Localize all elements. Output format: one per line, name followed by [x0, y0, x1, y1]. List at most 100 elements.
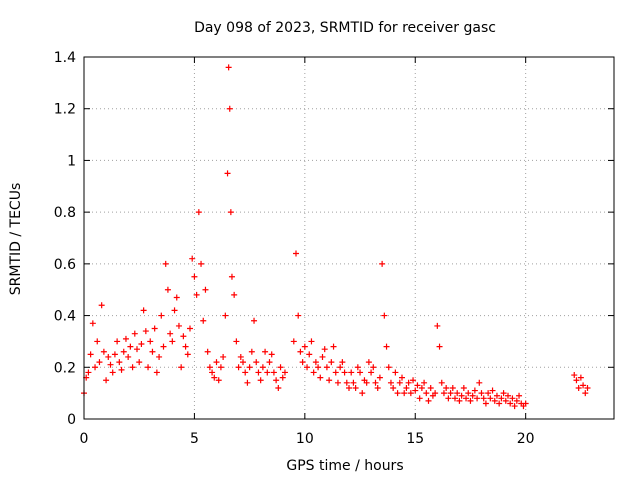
data-point — [158, 312, 165, 319]
data-point — [434, 322, 441, 329]
data-point — [222, 312, 229, 319]
data-point — [153, 369, 160, 376]
data-point — [255, 369, 262, 376]
data-point — [140, 307, 147, 314]
data-point — [346, 384, 352, 391]
data-point — [414, 382, 421, 389]
data-point — [482, 400, 489, 407]
data-point — [480, 395, 487, 402]
data-point — [469, 392, 476, 399]
data-point — [485, 390, 492, 397]
data-point — [213, 359, 220, 366]
data-point — [412, 387, 419, 394]
data-point — [233, 338, 240, 345]
grid — [84, 57, 614, 419]
data-point — [315, 364, 322, 371]
data-point — [237, 353, 244, 360]
data-point — [270, 369, 277, 376]
data-point — [308, 338, 315, 345]
data-point — [224, 170, 231, 177]
data-point — [405, 379, 412, 386]
data-point — [440, 390, 447, 397]
data-point — [200, 317, 207, 324]
data-point — [149, 348, 156, 355]
data-point — [89, 320, 96, 327]
y-tick-label: 1.4 — [54, 50, 76, 66]
data-point — [357, 369, 364, 376]
data-point — [273, 377, 280, 384]
data-point — [182, 343, 189, 350]
data-point — [156, 353, 163, 360]
data-point — [509, 395, 516, 402]
data-point — [206, 364, 213, 371]
data-point — [493, 392, 500, 399]
data-point — [100, 348, 107, 355]
data-point — [162, 260, 169, 267]
chart-title: Day 098 of 2023, SRMTID for receiver gas… — [194, 20, 496, 36]
data-point — [321, 346, 328, 353]
data-point — [275, 384, 282, 391]
x-tick-label: 10 — [296, 431, 314, 447]
y-tick-label: 0.4 — [54, 309, 76, 325]
data-point — [171, 307, 178, 314]
data-point — [92, 364, 99, 371]
data-point — [107, 361, 114, 368]
data-point — [116, 359, 123, 366]
data-point — [463, 395, 470, 402]
data-point — [438, 379, 445, 386]
data-point — [204, 348, 211, 355]
data-point — [516, 392, 523, 399]
data-point — [103, 377, 110, 384]
data-point — [352, 384, 359, 391]
data-point — [363, 379, 370, 386]
data-point — [290, 338, 297, 345]
data-point — [396, 379, 403, 386]
data-point — [452, 395, 458, 402]
data-point — [476, 379, 483, 386]
data-point — [385, 364, 392, 371]
data-point — [202, 286, 209, 293]
data-point — [87, 351, 94, 358]
data-point — [310, 369, 317, 376]
data-point — [348, 369, 355, 376]
plot-frame — [83, 56, 615, 420]
data-point — [577, 374, 584, 381]
data-point — [279, 374, 286, 381]
data-point — [505, 392, 511, 399]
data-point — [354, 364, 361, 371]
data-point — [281, 369, 288, 376]
data-point — [198, 260, 205, 267]
data-point — [164, 286, 171, 293]
data-point — [136, 359, 143, 366]
y-axis-label: SRMTID / TECUs — [8, 183, 24, 296]
data-point — [337, 364, 344, 371]
data-point — [487, 395, 494, 402]
data-point — [304, 364, 311, 371]
data-point — [471, 387, 478, 394]
data-point — [496, 400, 503, 407]
data-point — [262, 348, 269, 355]
data-point — [264, 369, 271, 376]
data-point — [372, 379, 379, 386]
data-point — [502, 397, 509, 404]
data-point — [167, 330, 174, 337]
data-point — [114, 338, 121, 345]
data-point — [370, 364, 377, 371]
data-point — [317, 374, 324, 381]
data-point — [226, 105, 233, 112]
data-point — [376, 374, 383, 381]
data-point — [189, 255, 196, 262]
data-point — [319, 353, 326, 360]
x-tick-label: 15 — [406, 431, 424, 447]
data-point — [326, 377, 333, 384]
data-point — [211, 374, 218, 381]
data-point — [215, 377, 222, 384]
data-point — [394, 390, 401, 397]
data-point — [125, 353, 132, 360]
data-point — [306, 351, 313, 358]
data-point — [257, 377, 264, 384]
data-point — [323, 364, 330, 371]
data-point — [407, 390, 414, 397]
data-point — [387, 379, 394, 386]
